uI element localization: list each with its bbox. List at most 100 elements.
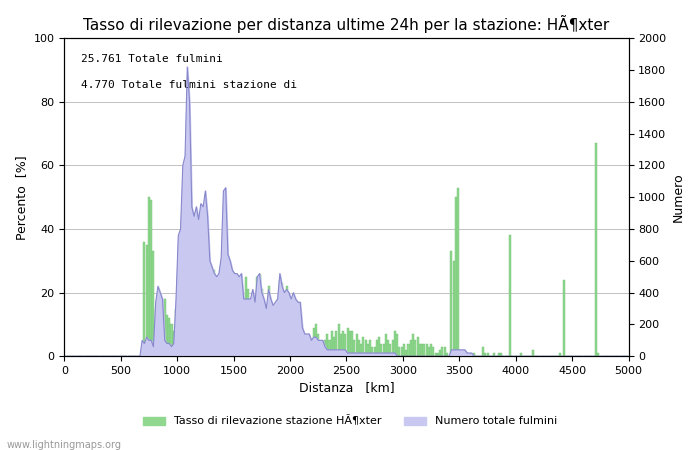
Bar [326,334,328,356]
Bar [597,353,599,356]
Bar [394,331,396,356]
Bar [383,343,385,356]
Bar [337,324,340,356]
Bar [202,251,204,356]
Bar [177,299,179,356]
Bar [234,292,236,356]
Bar [191,261,193,356]
Bar [455,197,457,356]
Bar [335,331,337,356]
Bar [446,353,448,356]
Bar [166,315,168,356]
Bar [227,267,229,356]
Bar [396,334,398,356]
Bar [295,331,297,356]
Bar [376,340,378,356]
Bar [342,331,344,356]
Bar [414,340,416,356]
Bar [450,251,452,356]
Bar [214,270,216,356]
Bar [333,337,335,356]
Bar [245,277,247,356]
Bar [437,353,439,356]
Bar [520,353,522,356]
Bar [473,353,475,356]
Bar [356,334,358,356]
Bar [168,318,170,356]
Bar [372,346,373,356]
Bar [453,261,455,356]
Bar [494,353,496,356]
Bar [193,270,195,356]
Bar [286,286,288,356]
Bar [462,353,463,356]
Bar [223,274,225,356]
Bar [148,197,150,356]
Bar [500,353,502,356]
Bar [144,242,146,356]
Bar [179,321,181,356]
Bar [267,286,270,356]
Bar [340,334,342,356]
Bar [195,258,197,356]
Bar [261,289,262,356]
Bar [270,321,272,356]
Bar [367,343,369,356]
Bar [162,299,164,356]
Bar [319,343,321,356]
Bar [317,334,319,356]
Bar [509,235,511,356]
Bar [236,296,238,356]
Bar [482,346,484,356]
Bar [365,340,367,356]
Bar [430,343,432,356]
Bar [249,306,251,356]
Bar [435,353,437,356]
Bar [313,328,315,356]
Bar [175,309,177,356]
Bar [252,302,254,356]
Y-axis label: Percento  [%]: Percento [%] [15,155,28,239]
Bar [220,277,222,356]
Bar [238,312,240,356]
Bar [378,337,380,356]
Bar [498,353,500,356]
Bar [199,229,202,356]
Bar [416,337,419,356]
Bar [276,299,279,356]
Bar [157,302,159,356]
Bar [410,340,412,356]
Bar [444,346,446,356]
Bar [398,346,400,356]
Bar [428,346,430,356]
Bar [324,340,326,356]
Bar [306,343,308,356]
Bar [330,331,332,356]
Bar [344,334,346,356]
Bar [279,280,281,356]
Bar [412,334,414,356]
Bar [218,292,220,356]
Legend: Tasso di rilevazione stazione HÃ¶xter, Numero totale fulmini: Tasso di rilevazione stazione HÃ¶xter, N… [139,411,561,431]
Bar [392,340,393,356]
Bar [206,286,209,356]
Bar [204,286,206,356]
Bar [358,340,360,356]
Bar [407,343,410,356]
Bar [419,343,421,356]
Bar [150,200,152,356]
Bar [164,299,166,356]
Bar [466,353,468,356]
Bar [315,324,317,356]
Text: 4.770 Totale fulmini stazione di: 4.770 Totale fulmini stazione di [81,80,298,90]
Bar [484,353,486,356]
Bar [247,289,249,356]
Bar [188,255,190,356]
Bar [354,340,356,356]
Bar [182,318,184,356]
Bar [232,302,234,356]
Bar [389,343,391,356]
Bar [256,277,258,356]
Bar [369,340,371,356]
Bar [274,315,277,356]
